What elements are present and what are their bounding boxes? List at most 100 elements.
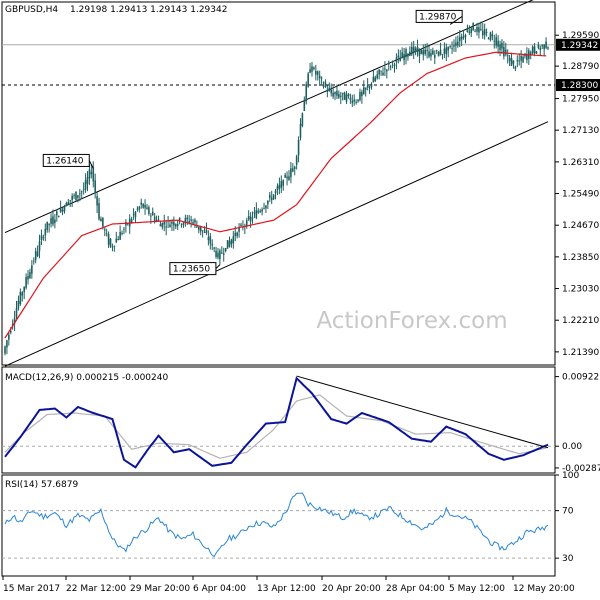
candle-body <box>449 46 451 47</box>
candle-body <box>221 252 223 254</box>
candle-body <box>257 211 260 213</box>
candle-body <box>393 64 396 66</box>
candle-body <box>386 69 388 72</box>
candle-body <box>416 47 419 53</box>
candle-body <box>155 219 158 221</box>
price-axis-label: 1.25490 <box>562 190 599 200</box>
candle-body <box>84 180 87 190</box>
candle-body <box>439 49 442 55</box>
candle-body <box>126 223 129 225</box>
candle-body <box>299 123 302 138</box>
candle-body <box>270 197 273 201</box>
candle-body <box>506 55 509 57</box>
candle-body <box>295 156 298 165</box>
candle-body <box>17 300 20 309</box>
price-panel <box>1 1 556 366</box>
candle-body <box>161 223 164 228</box>
candle-body <box>297 139 300 156</box>
candle-body <box>29 272 31 279</box>
candle-body <box>468 31 471 33</box>
candle-body <box>445 47 448 55</box>
candle-body <box>268 195 271 198</box>
candle-body <box>497 40 499 47</box>
candle-body <box>194 219 196 223</box>
candle-body <box>173 221 175 226</box>
candle-body <box>466 29 469 33</box>
candle-body <box>230 239 233 244</box>
candle-body <box>284 174 286 178</box>
candle-body <box>537 44 540 48</box>
candle-body <box>105 233 108 235</box>
candle-body <box>50 217 52 224</box>
candle-body <box>71 195 73 200</box>
candle-body <box>209 236 212 244</box>
candle-body <box>67 202 70 205</box>
time-axis-label: 28 Apr 04:00 <box>386 584 445 594</box>
macd-signal-line <box>4 394 547 459</box>
candle-body <box>205 229 208 234</box>
price-axis-label: 1.27130 <box>562 126 599 136</box>
candle-body <box>238 227 240 232</box>
candle-body <box>192 222 194 224</box>
candle-body <box>153 216 156 222</box>
candle-body <box>140 202 143 205</box>
time-axis-label: 29 Mar 20:00 <box>130 584 190 594</box>
candle-body <box>476 26 478 32</box>
candle-body <box>82 189 85 191</box>
candle-body <box>480 29 482 30</box>
rsi-panel <box>1 474 556 577</box>
price-axis-label: 1.22210 <box>562 316 599 326</box>
price-header-symbol: GBPUSD,H4 <box>5 5 58 15</box>
candle-body <box>428 51 430 57</box>
time-axis-label: 20 Apr 20:00 <box>322 584 381 594</box>
candle-body <box>516 60 519 62</box>
candle-body <box>474 31 476 33</box>
candle-body <box>13 318 16 324</box>
candle-body <box>178 217 181 222</box>
candle-body <box>363 87 365 94</box>
candle-body <box>224 248 227 252</box>
candle-body <box>19 291 22 305</box>
candle-body <box>150 215 152 217</box>
candle-body <box>526 53 528 61</box>
candle-body <box>77 195 79 198</box>
candle-body <box>485 32 488 33</box>
candle-body <box>123 228 125 230</box>
candle-body <box>347 93 350 97</box>
candle-body <box>309 69 311 73</box>
candle-body <box>412 46 415 53</box>
candle-body <box>420 50 423 55</box>
candle-body <box>251 217 254 219</box>
candle-body <box>188 220 190 223</box>
candle-body <box>228 241 231 247</box>
candle-body <box>34 251 37 260</box>
candle-body <box>132 214 135 216</box>
candle-body <box>504 49 507 55</box>
candle-body <box>80 191 83 193</box>
rsi-axis-label: 100 <box>562 471 579 481</box>
candle-body <box>355 102 357 103</box>
candle-body <box>345 94 348 102</box>
candle-body <box>339 95 342 97</box>
candle-body <box>443 48 446 54</box>
candle-body <box>171 221 173 224</box>
candle-body <box>470 28 473 34</box>
candle-body <box>215 250 217 257</box>
candle-body <box>389 66 392 68</box>
candle-body <box>174 224 177 227</box>
watermark: ActionForex.com <box>316 308 507 334</box>
candle-body <box>98 203 100 220</box>
candle-body <box>52 216 54 225</box>
candle-body <box>57 216 60 218</box>
candle-body <box>305 84 308 102</box>
candle-body <box>32 260 35 262</box>
candle-body <box>136 208 139 210</box>
candle-body <box>481 30 484 36</box>
candle-body <box>65 202 68 207</box>
candle-body <box>134 211 137 218</box>
candle-body <box>100 218 102 222</box>
candle-body <box>543 44 545 50</box>
time-axis-label: 22 Mar 12:00 <box>66 584 126 594</box>
candle-body <box>115 238 118 243</box>
